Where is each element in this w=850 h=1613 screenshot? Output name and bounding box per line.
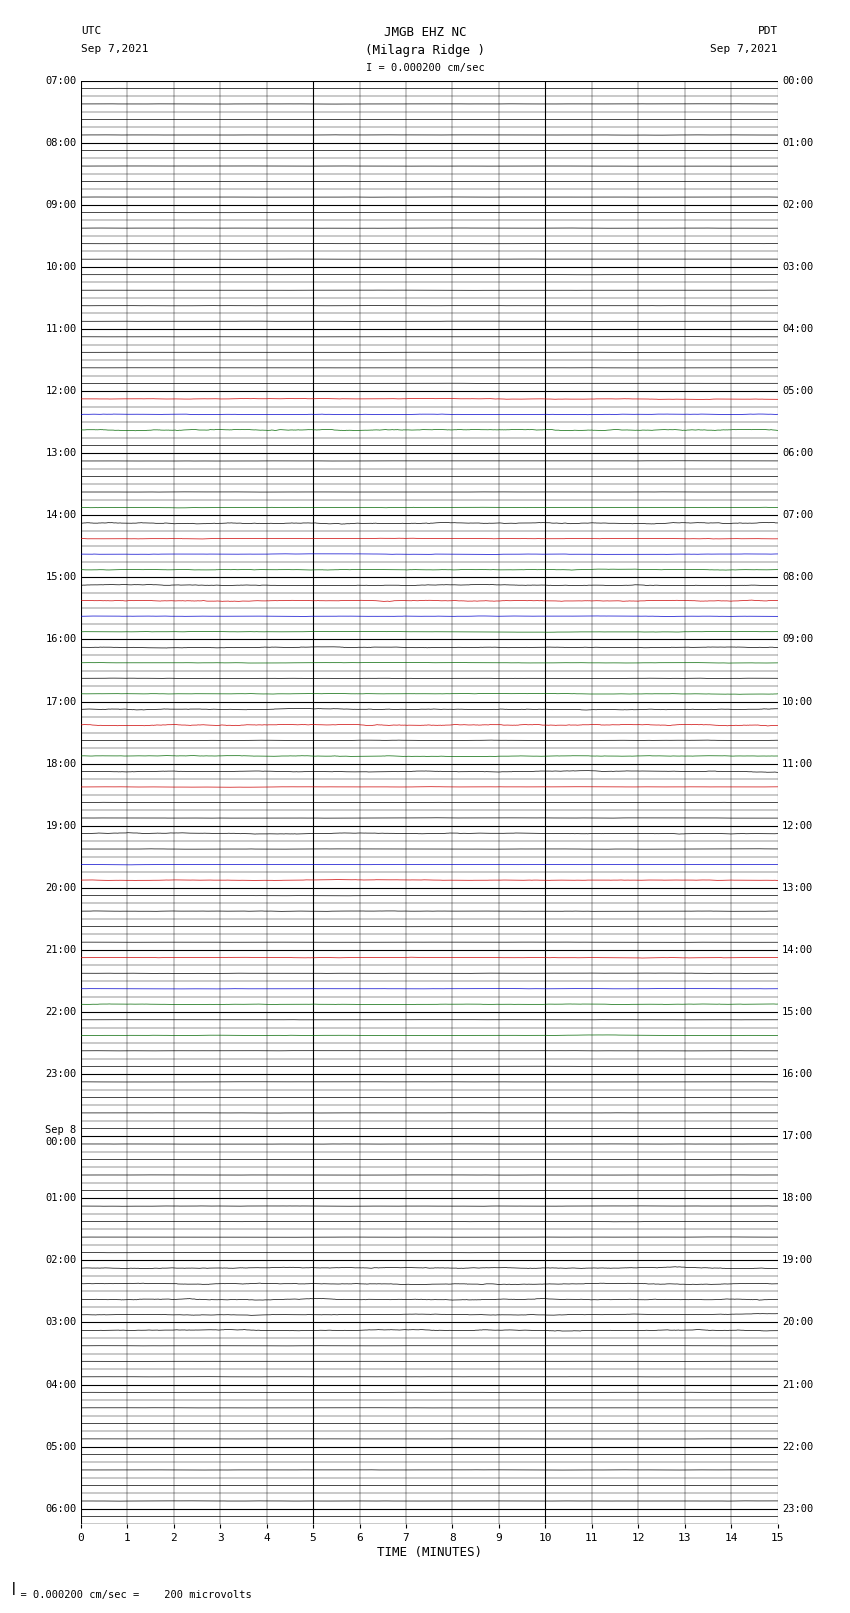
X-axis label: TIME (MINUTES): TIME (MINUTES) — [377, 1547, 482, 1560]
Text: Sep 7,2021: Sep 7,2021 — [711, 44, 778, 53]
Text: PDT: PDT — [757, 26, 778, 35]
Text: = 0.000200 cm/sec =    200 microvolts: = 0.000200 cm/sec = 200 microvolts — [8, 1590, 252, 1600]
Text: JMGB EHZ NC: JMGB EHZ NC — [383, 26, 467, 39]
Text: |: | — [10, 1582, 18, 1595]
Text: (Milagra Ridge ): (Milagra Ridge ) — [365, 44, 485, 56]
Text: I = 0.000200 cm/sec: I = 0.000200 cm/sec — [366, 63, 484, 73]
Text: UTC: UTC — [81, 26, 101, 35]
Text: Sep 7,2021: Sep 7,2021 — [81, 44, 148, 53]
